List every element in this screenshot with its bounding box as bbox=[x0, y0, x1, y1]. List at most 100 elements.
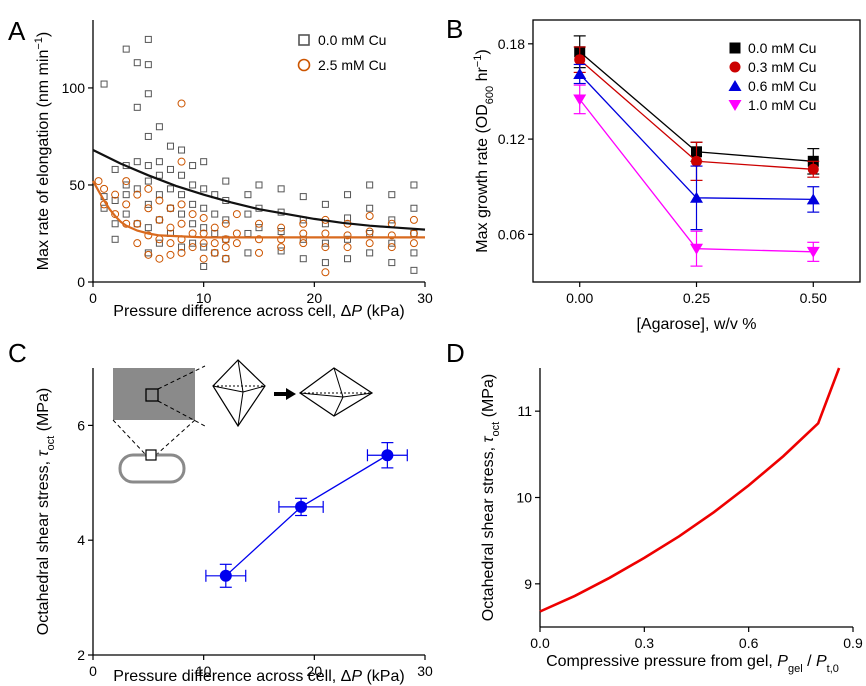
panel-a-point-cu25 bbox=[221, 254, 230, 263]
panel-a-point-cu0 bbox=[388, 259, 396, 267]
panel-a-point-cu25 bbox=[321, 243, 330, 252]
panel-a-point-cu25 bbox=[277, 235, 286, 244]
panel-a-point-cu25 bbox=[94, 177, 103, 186]
panel-d-x-tick-label: 0.6 bbox=[739, 635, 759, 651]
panel-b-legend-label: 0.6 mM Cu bbox=[748, 78, 816, 94]
panel-a-point-cu0 bbox=[144, 200, 152, 208]
panel-a-point-cu0 bbox=[200, 262, 208, 270]
panel-d-y-tick-label: 11 bbox=[517, 403, 532, 419]
panel-a-point-cu0 bbox=[200, 243, 208, 251]
panel-a-point-cu25 bbox=[133, 219, 142, 228]
panel-b-x-tick-label: 0.50 bbox=[800, 290, 827, 306]
panel-a-point-cu25 bbox=[144, 231, 153, 240]
panel-a-point-cu25 bbox=[188, 210, 197, 219]
panel-b-legend-marker bbox=[729, 42, 741, 54]
panel-a-point-cu0 bbox=[189, 181, 197, 189]
inset-gray-region bbox=[113, 368, 195, 420]
inset-zoom-line bbox=[157, 365, 206, 390]
panel-a-point-cu25 bbox=[177, 157, 186, 166]
panel-a-point-cu25 bbox=[299, 239, 308, 248]
panel-c-x-tick-label: 10 bbox=[196, 663, 212, 679]
panel-a-point-cu25 bbox=[409, 239, 418, 248]
panel-a-point-cu0 bbox=[255, 224, 263, 232]
panel-a-point-cu0 bbox=[321, 200, 329, 208]
panel-a-point-cu25 bbox=[343, 243, 352, 252]
panel-b-point-cu03 bbox=[574, 54, 586, 66]
panel-a-point-cu25 bbox=[299, 219, 308, 228]
panel-c-y-tick-label: 6 bbox=[77, 417, 85, 433]
panel-a-point-cu0 bbox=[222, 255, 230, 263]
panel-a-point-cu0 bbox=[410, 181, 418, 189]
panel-a-point-cu25 bbox=[133, 190, 142, 199]
panel-letter-c: C bbox=[8, 338, 27, 368]
panel-b-point-cu10 bbox=[573, 94, 587, 106]
panel-a-point-cu0 bbox=[166, 185, 174, 193]
panel-a-legend-label: 2.5 mM Cu bbox=[318, 57, 386, 73]
panel-a-point-cu0 bbox=[155, 191, 163, 199]
panel-a-point-cu0 bbox=[321, 239, 329, 247]
panel-a-point-cu0 bbox=[344, 255, 352, 263]
inset-octahedron-edge bbox=[237, 359, 244, 393]
panel-a-point-cu25 bbox=[100, 184, 109, 193]
panel-a-y-tick-label: 0 bbox=[77, 274, 85, 290]
panel-a-point-cu0 bbox=[200, 158, 208, 166]
panel-a-point-cu0 bbox=[178, 243, 186, 251]
panel-a-point-cu25 bbox=[111, 190, 120, 199]
panel-a-point-cu0 bbox=[255, 181, 263, 189]
panel-a-point-cu0 bbox=[144, 35, 152, 43]
panel-a-point-cu0 bbox=[410, 204, 418, 212]
panel-a-point-cu25 bbox=[232, 210, 241, 219]
panel-b-legend-marker bbox=[729, 61, 741, 73]
panel-a-point-cu0 bbox=[100, 204, 108, 212]
panel-a-point-cu0 bbox=[155, 216, 163, 224]
panel-a-legend-marker bbox=[298, 34, 310, 46]
panel-a-point-cu25 bbox=[210, 223, 219, 232]
panel-c-point bbox=[295, 500, 308, 513]
inset-octahedron-edge bbox=[342, 392, 373, 398]
panel-a-point-cu0 bbox=[133, 220, 141, 228]
panel-a-x-tick-label: 20 bbox=[307, 290, 323, 306]
panel-a-x-tick-label: 0 bbox=[89, 290, 97, 306]
panel-d-x-axis-label: Compressive pressure from gel, Pgel / Pt… bbox=[546, 653, 839, 675]
panel-a-point-cu0 bbox=[366, 229, 374, 237]
inset-zoom-line bbox=[112, 419, 147, 456]
panel-b-point-cu06 bbox=[806, 193, 820, 205]
inset-octahedron-edge bbox=[242, 385, 266, 393]
panel-a-point-cu0 bbox=[133, 185, 141, 193]
panel-a-point-cu0 bbox=[166, 165, 174, 173]
panel-a-x-axis-label: Pressure difference across cell, ΔP (kPa… bbox=[113, 303, 404, 320]
panel-a-point-cu0 bbox=[122, 191, 130, 199]
panel-a-point-cu25 bbox=[409, 229, 418, 238]
panel-b-y-tick-label: 0.06 bbox=[498, 226, 525, 242]
panel-a-point-cu0 bbox=[178, 171, 186, 179]
inset-zoom-line bbox=[155, 419, 196, 456]
panel-a-y-axis-label: Max rate of elongation (nm min−1) bbox=[33, 32, 52, 270]
panel-a-point-cu0 bbox=[244, 210, 252, 218]
panel-a-legend-label: 0.0 mM Cu bbox=[318, 32, 386, 48]
panel-a-point-cu25 bbox=[155, 254, 164, 263]
panel-d-x-tick-label: 0.0 bbox=[530, 635, 550, 651]
panel-a-point-cu25 bbox=[177, 200, 186, 209]
inset-octahedron-edge bbox=[333, 396, 344, 417]
panel-a-point-cu25 bbox=[221, 243, 230, 252]
panel-a-point-cu25 bbox=[409, 215, 418, 224]
panel-a-point-cu25 bbox=[177, 99, 186, 108]
panel-b-legend-marker bbox=[728, 100, 742, 111]
panel-b-legend-label: 0.0 mM Cu bbox=[748, 40, 816, 56]
panel-a-point-cu0 bbox=[166, 142, 174, 150]
panel-a-point-cu0 bbox=[344, 214, 352, 222]
panel-c-point bbox=[219, 569, 232, 582]
panel-a-y-tick-label: 50 bbox=[69, 177, 85, 193]
panel-d-curve bbox=[539, 367, 841, 613]
inset-octahedron-edge bbox=[333, 367, 344, 398]
panel-a-point-cu0 bbox=[222, 177, 230, 185]
panel-a-point-cu25 bbox=[166, 204, 175, 213]
panel-a-point-cu0 bbox=[144, 162, 152, 170]
panel-a-point-cu0 bbox=[111, 165, 119, 173]
panel-d-y-axis-label: Octahedral shear stress, τoct (MPa) bbox=[480, 374, 502, 621]
panel-b-point-cu03 bbox=[691, 155, 702, 167]
panel-b-legend-label: 1.0 mM Cu bbox=[748, 97, 816, 113]
panel-a-point-cu0 bbox=[211, 210, 219, 218]
panel-a-point-cu25 bbox=[166, 250, 175, 259]
panel-a-point-cu25 bbox=[210, 239, 219, 248]
